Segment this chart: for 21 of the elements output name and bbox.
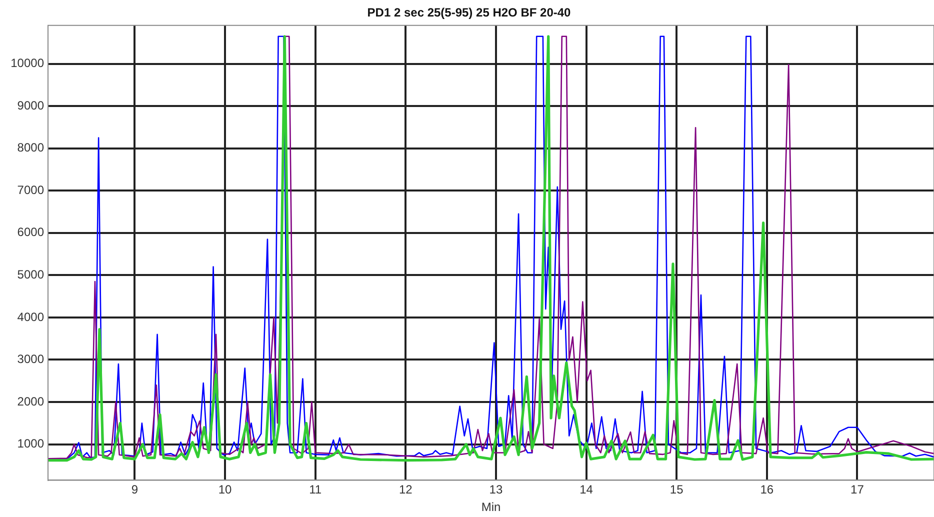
x-tick-label: 13 <box>489 482 503 497</box>
y-tick-label: 5000 <box>17 268 44 282</box>
x-tick-label: 9 <box>131 482 138 497</box>
chart-title: PD1 2 sec 25(5-95) 25 H2O BF 20-40 <box>367 6 572 20</box>
y-tick-label: 4000 <box>17 310 44 324</box>
y-tick-label: 2000 <box>17 394 44 408</box>
x-tick-label: 15 <box>670 482 684 497</box>
y-tick-label: 7000 <box>17 182 44 197</box>
y-tick-label: 9000 <box>17 98 44 112</box>
y-tick-label: 1000 <box>17 436 44 451</box>
x-axis-title: Min <box>481 500 501 514</box>
y-tick-label: 6000 <box>17 225 44 240</box>
y-tick-label: 3000 <box>17 352 44 366</box>
y-tick-label: 8000 <box>17 140 44 155</box>
x-tick-label: 11 <box>309 482 322 497</box>
x-tick-label: 12 <box>398 482 413 497</box>
x-tick-label: 10 <box>218 482 232 497</box>
x-tick-label: 14 <box>580 482 594 497</box>
x-tick-label: 16 <box>760 482 774 497</box>
y-tick-label: 10000 <box>10 56 44 70</box>
x-tick-label: 17 <box>850 482 864 497</box>
